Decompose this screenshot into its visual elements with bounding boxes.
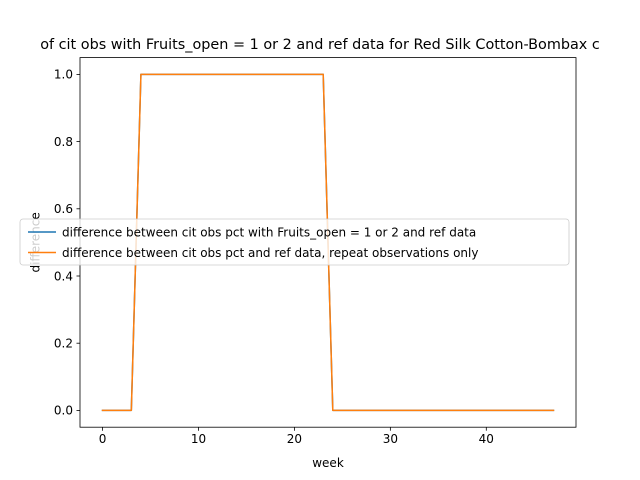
chart-title: of cit obs with Fruits_open = 1 or 2 and… xyxy=(40,37,600,53)
y-tick-label: 0.8 xyxy=(54,135,73,149)
y-tick-label: 0.0 xyxy=(54,404,73,418)
legend-label-1: difference between cit obs pct with Frui… xyxy=(62,226,476,240)
y-tick-label: 0.6 xyxy=(54,202,73,216)
x-tick-label: 10 xyxy=(191,432,206,446)
legend-box xyxy=(19,218,570,266)
legend-label-2: difference between cit obs pct and ref d… xyxy=(62,246,478,260)
x-axis-label: week xyxy=(312,456,344,470)
y-tick-label: 0.2 xyxy=(54,337,73,351)
x-tick-label: 30 xyxy=(383,432,398,446)
y-axis: 0.0 0.2 0.4 0.6 0.8 1.0 xyxy=(54,68,80,418)
y-tick-label: 0.4 xyxy=(54,269,73,283)
legend: difference between cit obs pct with Frui… xyxy=(19,218,570,266)
x-tick-label: 0 xyxy=(99,432,107,446)
x-axis: 0 10 20 30 40 xyxy=(99,427,494,446)
x-tick-label: 40 xyxy=(479,432,494,446)
y-tick-label: 1.0 xyxy=(54,68,73,82)
x-tick-label: 20 xyxy=(287,432,302,446)
